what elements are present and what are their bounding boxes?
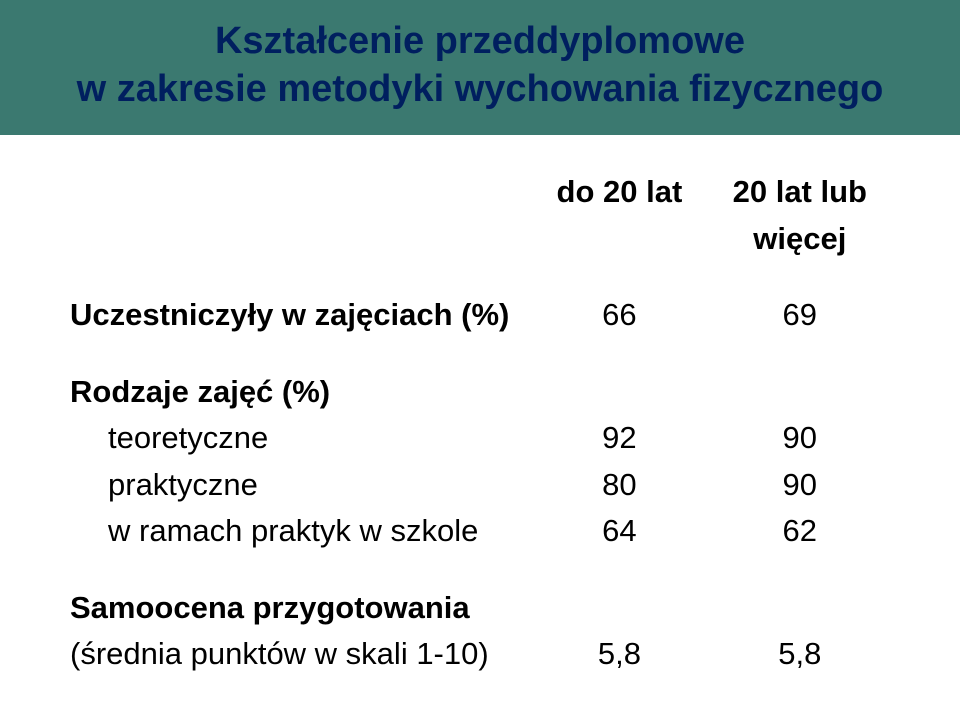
value-participated-b: 69 bbox=[710, 292, 890, 339]
slide-title: Kształcenie przeddyplomowe w zakresie me… bbox=[0, 18, 960, 113]
value-participated-a: 66 bbox=[529, 292, 709, 339]
value-theory-a: 92 bbox=[529, 415, 709, 462]
label-selfeval-header: Samoocena przygotowania bbox=[70, 585, 529, 632]
title-bar: Kształcenie przeddyplomowe w zakresie me… bbox=[0, 0, 960, 135]
slide: Kształcenie przeddyplomowe w zakresie me… bbox=[0, 0, 960, 716]
row-selfeval: (średnia punktów w skali 1-10) 5,8 5,8 bbox=[70, 631, 890, 678]
value-selfeval-a: 5,8 bbox=[529, 631, 709, 678]
row-participated: Uczestniczyły w zajęciach (%) 66 69 bbox=[70, 292, 890, 339]
label-types: Rodzaje zajęć (%) bbox=[70, 369, 529, 416]
data-table: do 20 lat 20 lat lub więcej Uczestniczył… bbox=[70, 169, 890, 678]
value-school-a: 64 bbox=[529, 508, 709, 555]
row-types-header: Rodzaje zajęć (%) bbox=[70, 369, 890, 416]
label-participated: Uczestniczyły w zajęciach (%) bbox=[70, 292, 529, 339]
label-practice: praktyczne bbox=[70, 462, 529, 509]
label-theory: teoretyczne bbox=[70, 415, 529, 462]
content-area: do 20 lat 20 lat lub więcej Uczestniczył… bbox=[0, 135, 960, 678]
value-school-b: 62 bbox=[710, 508, 890, 555]
row-practice: praktyczne 80 90 bbox=[70, 462, 890, 509]
title-line-2: w zakresie metodyki wychowania fizyczneg… bbox=[77, 68, 884, 110]
value-practice-b: 90 bbox=[710, 462, 890, 509]
col-header-a: do 20 lat bbox=[529, 169, 709, 262]
row-theory: teoretyczne 92 90 bbox=[70, 415, 890, 462]
value-selfeval-b: 5,8 bbox=[710, 631, 890, 678]
label-school: w ramach praktyk w szkole bbox=[70, 508, 529, 555]
col-header-b: 20 lat lub więcej bbox=[710, 169, 890, 262]
value-practice-a: 80 bbox=[529, 462, 709, 509]
row-school: w ramach praktyk w szkole 64 62 bbox=[70, 508, 890, 555]
label-selfeval: (średnia punktów w skali 1-10) bbox=[70, 631, 529, 678]
title-line-1: Kształcenie przeddyplomowe bbox=[215, 20, 745, 62]
value-theory-b: 90 bbox=[710, 415, 890, 462]
row-selfeval-header: Samoocena przygotowania bbox=[70, 585, 890, 632]
header-row: do 20 lat 20 lat lub więcej bbox=[70, 169, 890, 262]
